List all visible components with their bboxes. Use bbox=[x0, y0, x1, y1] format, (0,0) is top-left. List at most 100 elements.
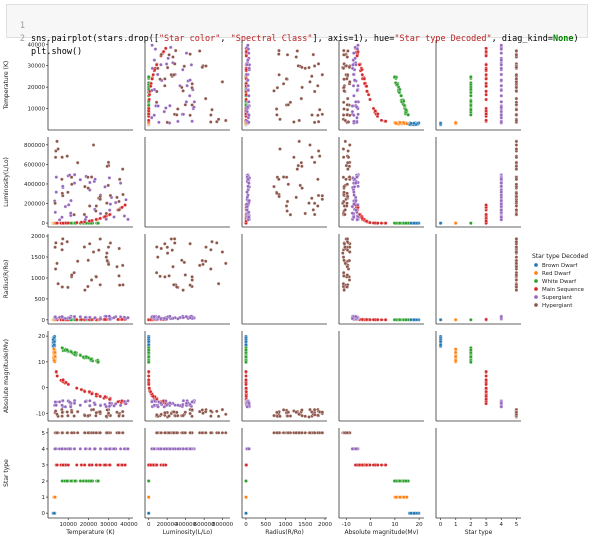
data-point bbox=[438, 318, 443, 322]
data-point bbox=[320, 431, 325, 435]
x-axis-label: Temperature (K) bbox=[65, 529, 115, 536]
data-point bbox=[159, 62, 163, 67]
data-point bbox=[107, 208, 112, 212]
data-point bbox=[469, 93, 473, 98]
data-point bbox=[244, 369, 248, 374]
data-point bbox=[379, 118, 384, 123]
data-point bbox=[360, 216, 365, 221]
data-point bbox=[368, 97, 372, 102]
data-point bbox=[61, 221, 65, 225]
data-point bbox=[78, 403, 83, 407]
data-point bbox=[69, 198, 73, 203]
data-point bbox=[86, 413, 90, 418]
data-point bbox=[300, 408, 304, 412]
data-point bbox=[343, 208, 347, 212]
data-point bbox=[354, 314, 358, 319]
data-point bbox=[155, 431, 159, 435]
data-point bbox=[401, 99, 406, 104]
data-point bbox=[316, 177, 320, 182]
data-point bbox=[188, 52, 192, 56]
data-point bbox=[288, 414, 293, 418]
data-point bbox=[126, 399, 130, 403]
data-point bbox=[83, 315, 88, 320]
data-point bbox=[53, 201, 57, 206]
data-point bbox=[303, 66, 307, 71]
data-point bbox=[73, 479, 77, 483]
x-tick-label: 0 bbox=[147, 522, 151, 528]
data-point bbox=[82, 212, 87, 217]
data-point bbox=[184, 100, 189, 104]
data-point bbox=[68, 405, 73, 409]
data-point bbox=[245, 204, 249, 209]
data-point bbox=[274, 107, 279, 111]
data-point bbox=[312, 64, 317, 68]
data-point bbox=[514, 273, 519, 277]
data-point bbox=[277, 52, 281, 56]
data-point bbox=[354, 208, 358, 212]
data-point bbox=[352, 94, 356, 98]
data-point bbox=[514, 208, 519, 212]
data-point bbox=[514, 53, 519, 57]
data-point bbox=[514, 49, 519, 53]
data-point bbox=[347, 175, 352, 179]
data-point bbox=[345, 194, 350, 199]
data-point bbox=[285, 414, 290, 418]
data-point bbox=[342, 190, 346, 195]
code-cell[interactable]: 1 sns.pairplot(stars.drop(["Star color",… bbox=[6, 4, 588, 57]
data-point bbox=[67, 316, 72, 320]
data-point bbox=[163, 410, 167, 415]
data-point bbox=[105, 258, 109, 263]
data-point bbox=[284, 204, 289, 208]
data-point bbox=[244, 97, 248, 102]
data-point bbox=[152, 113, 156, 117]
data-point bbox=[146, 75, 151, 79]
data-point bbox=[159, 316, 163, 321]
data-point bbox=[345, 285, 349, 289]
data-point bbox=[354, 105, 359, 109]
data-point bbox=[68, 211, 73, 215]
data-point bbox=[106, 245, 111, 249]
data-point bbox=[151, 72, 155, 77]
data-point bbox=[146, 479, 151, 483]
data-point bbox=[346, 155, 351, 160]
data-point bbox=[300, 164, 304, 169]
data-point bbox=[364, 463, 369, 467]
x-tick-label: 10 bbox=[391, 522, 398, 528]
data-point bbox=[484, 49, 488, 54]
data-point bbox=[70, 431, 74, 435]
data-point bbox=[201, 411, 205, 415]
data-point bbox=[355, 217, 360, 222]
data-point bbox=[105, 164, 109, 169]
data-point bbox=[244, 389, 248, 394]
data-point bbox=[215, 241, 219, 245]
data-point bbox=[168, 45, 173, 50]
data-point bbox=[126, 315, 130, 320]
data-point bbox=[61, 378, 65, 382]
data-point bbox=[53, 210, 58, 215]
data-point bbox=[346, 167, 350, 171]
data-point bbox=[65, 410, 69, 414]
data-point bbox=[75, 386, 79, 390]
data-point bbox=[514, 107, 519, 112]
data-point bbox=[60, 447, 64, 451]
data-point bbox=[346, 49, 350, 53]
data-point bbox=[412, 318, 416, 322]
data-point bbox=[354, 62, 358, 67]
data-point bbox=[307, 65, 311, 70]
data-point bbox=[152, 403, 156, 408]
data-point bbox=[53, 245, 57, 249]
data-point bbox=[66, 285, 70, 290]
data-point bbox=[173, 241, 177, 245]
data-point bbox=[75, 409, 80, 414]
data-point bbox=[60, 155, 64, 159]
data-point bbox=[66, 190, 70, 195]
data-point bbox=[220, 407, 225, 412]
data-point bbox=[86, 431, 90, 435]
data-point bbox=[188, 411, 192, 416]
data-point bbox=[469, 75, 473, 79]
data-point bbox=[94, 209, 98, 213]
data-point bbox=[355, 54, 359, 58]
data-point bbox=[484, 97, 488, 102]
data-point bbox=[65, 154, 69, 158]
data-point bbox=[453, 358, 458, 363]
